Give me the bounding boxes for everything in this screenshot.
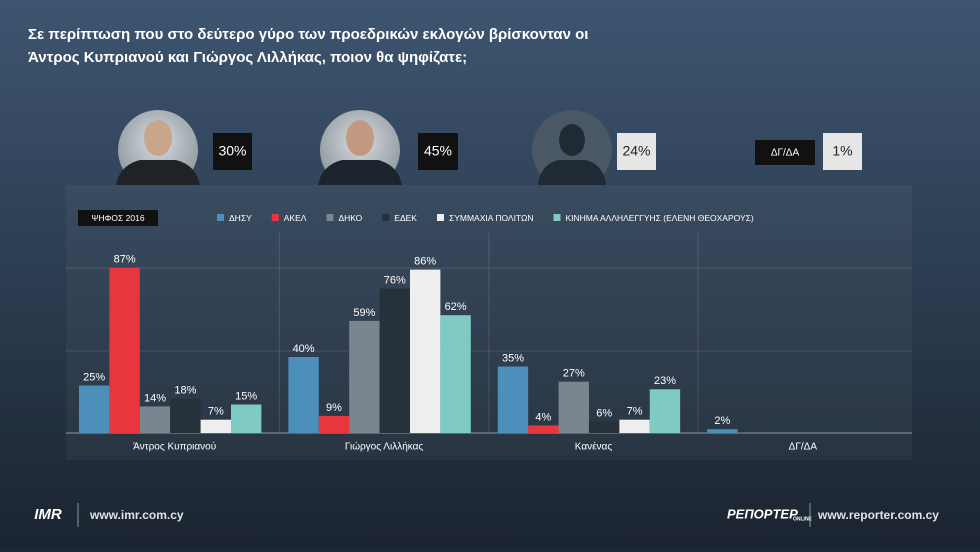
- candidate-photos: [116, 110, 612, 185]
- value-label: 87%: [114, 254, 136, 266]
- x-tick-label: ΔΓ/ΔΑ: [789, 442, 818, 453]
- plot: ΔΗΣΥ ΑΚΕΛ ΔΗΚΟ ΕΔΕΚ ΣΥΜΜΑΧΙΑ ΠΟΛΙΤΩΝ ΚΙΝΗΜΑ Α…: [66, 213, 912, 453]
- value-label: 14%: [144, 392, 166, 404]
- value-label: 18%: [174, 385, 196, 397]
- x-tick-label: Γιώργος Λιλλήκας: [345, 441, 424, 453]
- bar: [440, 315, 471, 433]
- bar: [588, 421, 620, 433]
- bar: [231, 404, 262, 433]
- bar: [558, 381, 589, 433]
- value-label: 2%: [714, 415, 730, 427]
- legend-swatch: [326, 214, 334, 221]
- bar: [619, 419, 650, 433]
- legend-swatch: [436, 214, 444, 221]
- summary-box: [823, 133, 862, 170]
- legend-title: ΨΗΦΟΣ 2016: [91, 213, 144, 223]
- bar: [170, 398, 201, 433]
- photo-head: [346, 120, 374, 156]
- bar: [497, 366, 529, 433]
- value-label: 7%: [208, 406, 224, 418]
- x-tick-label: Άντρος Κυπριανού: [133, 441, 216, 453]
- value-label: 27%: [563, 368, 585, 380]
- value-label: 15%: [235, 390, 257, 402]
- bar: [288, 357, 319, 433]
- bar: [379, 288, 410, 433]
- photo-body: [116, 160, 200, 185]
- reporter-logo-sub: ONLINE: [793, 516, 813, 522]
- summary-box: [213, 133, 252, 170]
- legend-swatch: [271, 214, 279, 221]
- legend-label: ΔΗΣΥ: [229, 213, 252, 223]
- imr-logo-text: IMR: [34, 506, 62, 523]
- chart-panel: [66, 185, 912, 460]
- bar: [139, 406, 171, 433]
- bar: [649, 389, 681, 433]
- value-label: 62%: [445, 301, 467, 313]
- photo-body: [318, 160, 402, 185]
- summary-value: 1%: [832, 143, 852, 159]
- bar: [409, 269, 441, 433]
- legend-swatch: [217, 214, 224, 221]
- x-tick-label: Κανένας: [575, 441, 613, 453]
- bar: [109, 267, 140, 433]
- value-label: 40%: [293, 343, 315, 355]
- reporter-url: www.reporter.com.cy: [817, 508, 939, 522]
- bar: [79, 385, 110, 433]
- value-label: 4%: [535, 411, 551, 423]
- summary-box: [418, 133, 458, 170]
- summary-label-box: [755, 140, 815, 165]
- summary-value: 45%: [424, 143, 452, 159]
- value-label: 86%: [414, 256, 436, 268]
- bar: [349, 320, 380, 433]
- summary-box: [617, 133, 656, 170]
- value-label: 35%: [502, 352, 524, 364]
- legend-label: ΕΔΕΚ: [394, 213, 417, 223]
- title: Σε περίπτωση που στο δεύτερο γύρο των πρ…: [28, 26, 588, 43]
- silhouette: [538, 160, 606, 185]
- title: Άντρος Κυπριανού και Γιώργος Λιλλήκας, π…: [28, 49, 467, 66]
- bar: [318, 415, 350, 433]
- legend-swatch: [553, 214, 561, 221]
- legend-swatch: [382, 214, 390, 221]
- value-label: 7%: [627, 406, 643, 418]
- value-label: 25%: [83, 371, 105, 383]
- silhouette-head: [559, 124, 585, 156]
- bar: [200, 419, 231, 433]
- summary-label: ΔΓ/ΔΑ: [771, 148, 800, 159]
- value-label: 6%: [596, 408, 612, 420]
- legend-label: ΑΚΕΛ: [284, 213, 307, 223]
- value-label: 23%: [654, 375, 676, 387]
- reporter-logo: ΡΕΠΟΡΤΕΡ: [727, 506, 798, 521]
- legend-label: ΔΗΚΟ: [338, 213, 362, 223]
- bar: [707, 429, 738, 433]
- value-label: 9%: [326, 402, 342, 414]
- bar: [528, 425, 559, 433]
- summary-value: 24%: [622, 143, 650, 159]
- photo-head: [144, 120, 172, 156]
- value-label: 59%: [353, 307, 375, 319]
- legend-label: ΣΥΜΜΑΧΙΑ ΠΟΛΙΤΩΝ: [449, 213, 534, 223]
- legend-label: ΚΙΝΗΜΑ ΑΛΛΗΛΕΓΓΥΗΣ (ΕΛΕΝΗ ΘΕΟΧΑΡΟΥΣ): [565, 213, 753, 223]
- value-label: 76%: [384, 275, 406, 287]
- summary-value: 30%: [218, 143, 246, 159]
- imr-url: www.imr.com.cy: [89, 508, 184, 522]
- legend-title-box: [78, 210, 158, 226]
